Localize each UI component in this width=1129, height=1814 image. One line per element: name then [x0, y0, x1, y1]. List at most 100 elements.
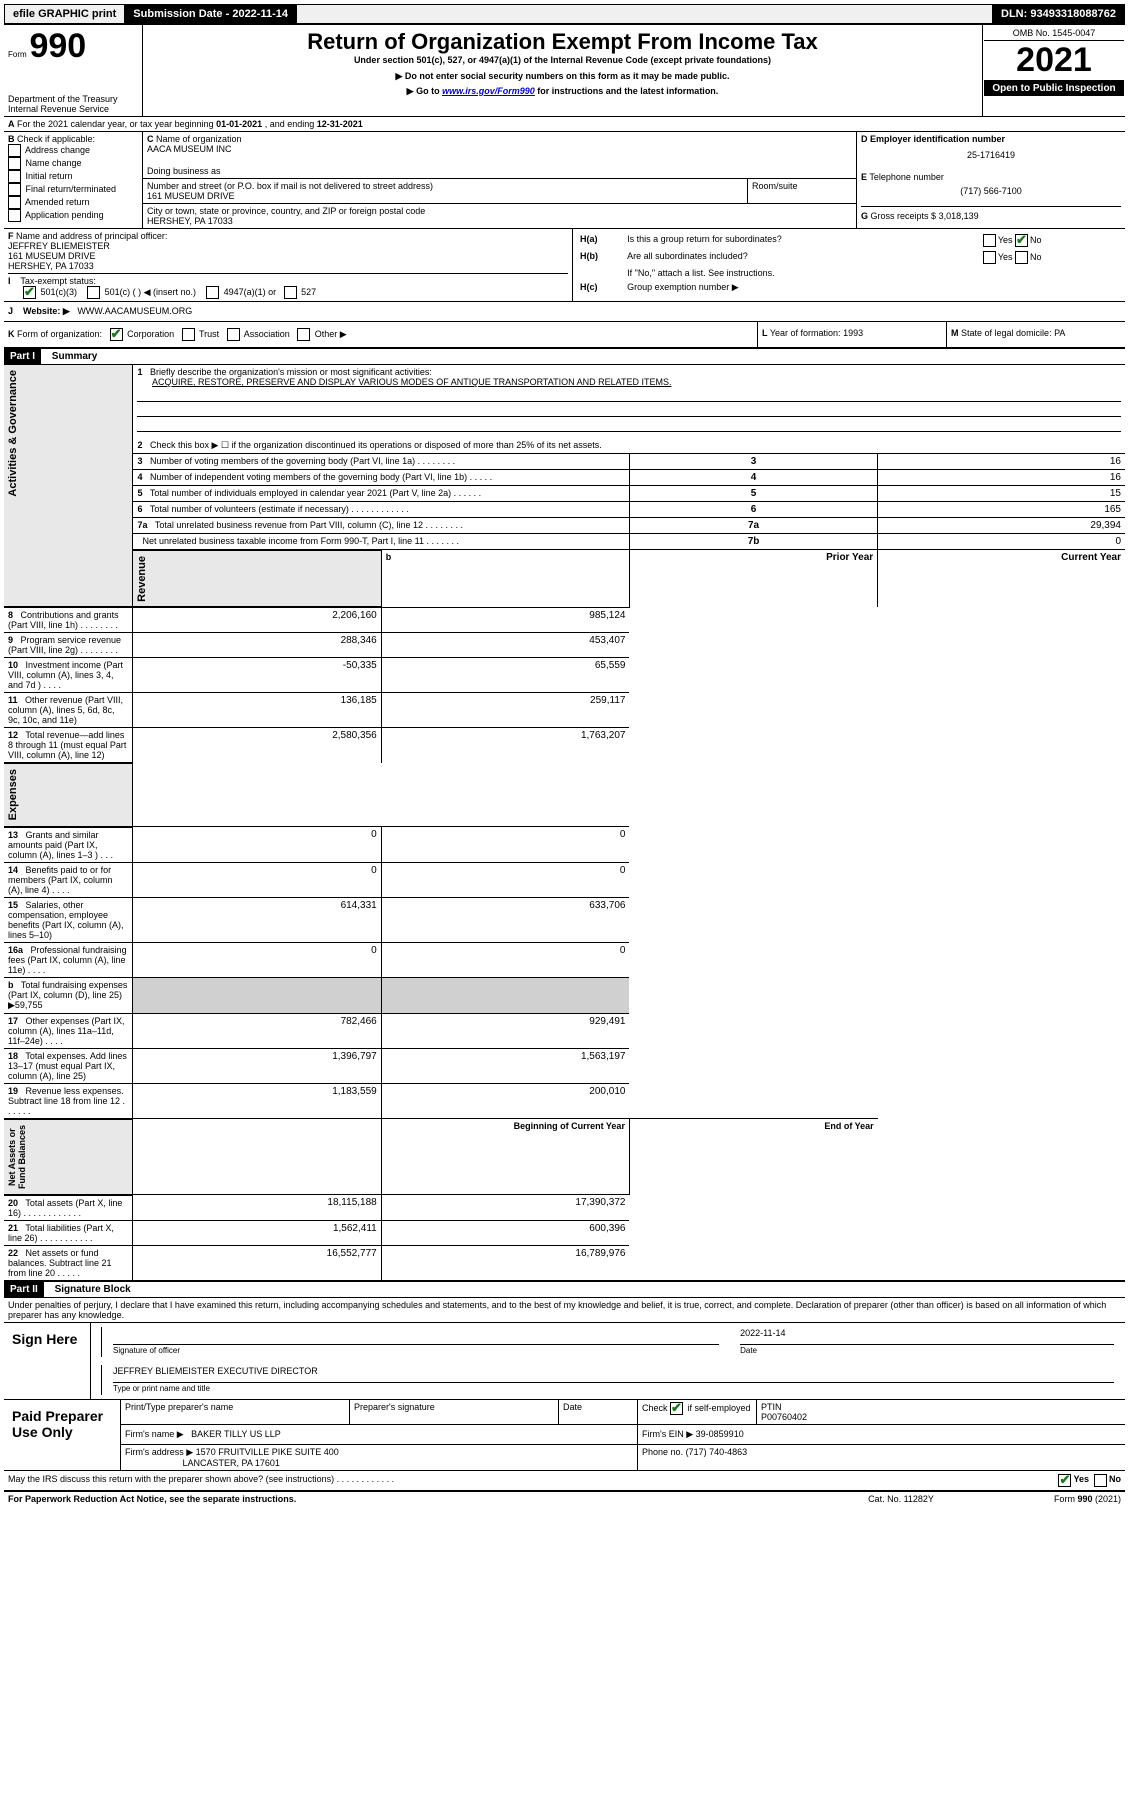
col-begin-year: Beginning of Current Year — [381, 1119, 629, 1195]
firm-ein: 39-0859910 — [696, 1429, 744, 1439]
summary-row-num: 3 — [629, 454, 877, 470]
summary-row-num: 7b — [629, 534, 877, 550]
q2-text: Check this box ▶ ☐ if the organization d… — [150, 440, 602, 450]
current-val: 65,559 — [381, 658, 629, 693]
cb-501c[interactable] — [87, 286, 100, 299]
side-expenses: Expenses — [5, 765, 21, 824]
summary-row-val: 15 — [878, 486, 1125, 502]
prior-val: 288,346 — [133, 633, 381, 658]
cb-527[interactable] — [284, 286, 297, 299]
cb-ha-no[interactable] — [1015, 234, 1028, 247]
summary-row: b Total fundraising expenses (Part IX, c… — [4, 977, 133, 1013]
side-revenue: Revenue — [134, 552, 150, 606]
line-j: J Website: ▶ WWW.AACAMUSEUM.ORG — [4, 301, 1125, 321]
summary-row: 8 Contributions and grants (Part VIII, l… — [4, 607, 133, 633]
declaration-text: Under penalties of perjury, I declare th… — [4, 1298, 1125, 1323]
cb-hb-no[interactable] — [1015, 251, 1028, 264]
current-val: 1,763,207 — [381, 728, 629, 764]
firm-ein-label: Firm's EIN ▶ — [642, 1429, 693, 1439]
summary-row-num: 5 — [629, 486, 877, 502]
cb-discuss-yes[interactable] — [1058, 1474, 1071, 1487]
summary-row: 5 Total number of individuals employed i… — [133, 486, 629, 502]
cb-501c3[interactable] — [23, 286, 36, 299]
part2-header: Part II Signature Block — [4, 1280, 1125, 1298]
form-number: 990 — [29, 27, 86, 65]
cb-assoc[interactable] — [227, 328, 240, 341]
prep-phone-label: Phone no. — [642, 1447, 683, 1457]
cb-trust[interactable] — [182, 328, 195, 341]
prep-date-label: Date — [559, 1399, 638, 1424]
firm-name: BAKER TILLY US LLP — [191, 1429, 281, 1439]
summary-row: 14 Benefits paid to or for members (Part… — [4, 862, 133, 897]
date-label: Date — [740, 1346, 757, 1355]
cb-address-change[interactable] — [8, 144, 21, 157]
dept-treasury: Department of the Treasury Internal Reve… — [8, 94, 138, 114]
summary-row: 11 Other revenue (Part VIII, column (A),… — [4, 693, 133, 728]
year-formation: 1993 — [843, 328, 863, 338]
summary-row: 19 Revenue less expenses. Subtract line … — [4, 1083, 133, 1119]
cb-initial-return[interactable] — [8, 170, 21, 183]
current-val: 259,117 — [381, 693, 629, 728]
summary-row: 13 Grants and similar amounts paid (Part… — [4, 827, 133, 863]
page-footer: For Paperwork Reduction Act Notice, see … — [4, 1492, 1125, 1506]
cb-app-pending[interactable] — [8, 209, 21, 222]
summary-table: Activities & Governance 1 Briefly descri… — [4, 365, 1125, 1280]
prior-val: 0 — [133, 827, 381, 863]
prior-val: 136,185 — [133, 693, 381, 728]
side-governance: Activities & Governance — [5, 366, 21, 501]
summary-row-val: 29,394 — [878, 518, 1125, 534]
cb-name-change[interactable] — [8, 157, 21, 170]
summary-row-num: 4 — [629, 470, 877, 486]
firm-addr2: LANCASTER, PA 17601 — [183, 1458, 280, 1468]
cb-discuss-no[interactable] — [1094, 1474, 1107, 1487]
cb-ha-yes[interactable] — [983, 234, 996, 247]
firm-name-label: Firm's name ▶ — [125, 1429, 184, 1439]
side-netassets: Net Assets or Fund Balances — [5, 1121, 29, 1193]
summary-row: 9 Program service revenue (Part VIII, li… — [4, 633, 133, 658]
irs-link[interactable]: www.irs.gov/Form990 — [442, 86, 535, 96]
hb-label: Are all subordinates included? — [626, 250, 980, 265]
prep-name-label: Print/Type preparer's name — [121, 1399, 350, 1424]
summary-row: 20 Total assets (Part X, line 16) . . . … — [4, 1195, 133, 1221]
summary-row: 22 Net assets or fund balances. Subtract… — [4, 1245, 133, 1280]
cb-amended[interactable] — [8, 196, 21, 209]
l-label: Year of formation: — [770, 328, 841, 338]
summary-row: 15 Salaries, other compensation, employe… — [4, 897, 133, 942]
current-val: 200,010 — [381, 1083, 629, 1119]
subtitle-1: Under section 501(c), 527, or 4947(a)(1)… — [147, 55, 978, 65]
summary-row-val: 16 — [878, 454, 1125, 470]
header-block: Form 990 Department of the Treasury Inte… — [4, 25, 1125, 116]
discuss-line: May the IRS discuss this return with the… — [4, 1470, 1125, 1492]
officer-name: JEFFREY BLIEMEISTER — [8, 241, 110, 251]
summary-row-num: 7a — [629, 518, 877, 534]
m-label: State of legal domicile: — [961, 328, 1052, 338]
prior-val — [133, 977, 381, 1013]
submission-date: Submission Date - 2022-11-14 — [125, 5, 297, 23]
firm-addr1: 1570 FRUITVILLE PIKE SUITE 400 — [196, 1447, 339, 1457]
cb-self-employed[interactable] — [670, 1402, 683, 1415]
current-val: 17,390,372 — [381, 1195, 629, 1221]
cb-corp[interactable] — [110, 328, 123, 341]
website-value: WWW.AACAMUSEUM.ORG — [77, 306, 192, 316]
street-address: 161 MUSEUM DRIVE — [147, 191, 235, 201]
cb-other[interactable] — [297, 328, 310, 341]
sig-date: 2022-11-14 — [740, 1328, 1114, 1345]
phone-value: (717) 566-7100 — [861, 182, 1121, 200]
form-footer: Form 990 (2021) — [1054, 1494, 1121, 1504]
city-state-zip: HERSHEY, PA 17033 — [147, 216, 233, 226]
k-label: Form of organization: — [17, 329, 102, 339]
summary-row: 21 Total liabilities (Part X, line 26) .… — [4, 1220, 133, 1245]
signature-block: Sign Here Signature of officer 2022-11-1… — [4, 1323, 1125, 1399]
dba-label: Doing business as — [147, 166, 221, 176]
cb-hb-yes[interactable] — [983, 251, 996, 264]
current-val: 633,706 — [381, 897, 629, 942]
officer-block: F Name and address of principal officer:… — [4, 228, 1125, 301]
officer-label: Name and address of principal officer: — [16, 231, 167, 241]
sign-here: Sign Here — [4, 1323, 91, 1399]
summary-row: Net unrelated business taxable income fr… — [133, 534, 629, 550]
efile-tag: efile GRAPHIC print — [5, 5, 125, 23]
open-public: Open to Public Inspection — [984, 81, 1124, 96]
cb-4947[interactable] — [206, 286, 219, 299]
cb-final-return[interactable] — [8, 183, 21, 196]
summary-row-val: 165 — [878, 502, 1125, 518]
